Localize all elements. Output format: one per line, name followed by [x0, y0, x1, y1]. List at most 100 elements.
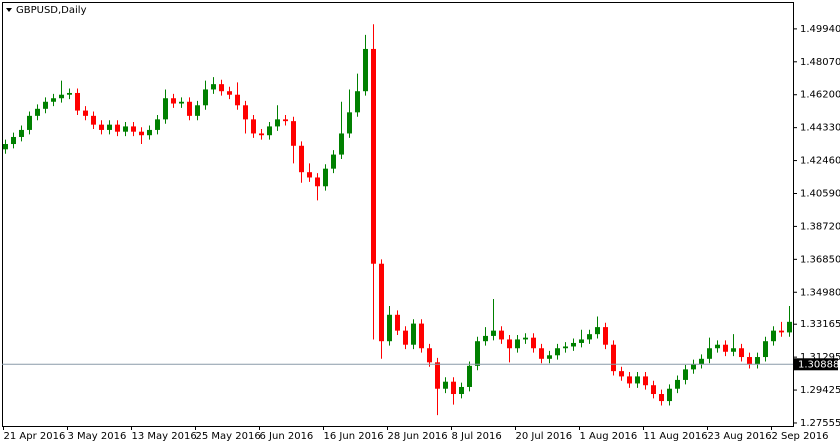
candle-body: [91, 115, 96, 125]
candle-body: [667, 388, 672, 402]
x-tick-label: 2 Sep 2016: [772, 431, 829, 442]
candle-body: [507, 339, 512, 349]
candle-body: [499, 330, 504, 340]
candle-body: [691, 364, 696, 370]
candle-body: [219, 84, 224, 92]
candle-body: [683, 369, 688, 380]
candle-body: [179, 101, 184, 104]
candle-body: [707, 348, 712, 359]
candle-body: [451, 381, 456, 395]
candle-body: [635, 376, 640, 384]
candle-body: [699, 358, 704, 365]
x-tick-label: 1 Aug 2016: [580, 431, 638, 442]
x-tick-label: 16 Jun 2016: [324, 431, 384, 442]
x-tick-label: 8 Jul 2016: [452, 431, 502, 442]
y-tick-label: 1.49940: [800, 24, 840, 35]
candle-body: [539, 348, 544, 359]
candle-body: [467, 365, 472, 387]
candle-body: [523, 337, 528, 340]
candle-body: [195, 105, 200, 116]
candle-body: [227, 91, 232, 95]
candle-body: [531, 337, 536, 349]
y-tick-label: 1.46200: [800, 90, 840, 101]
candle-body: [675, 379, 680, 389]
x-tick-label: 21 Apr 2016: [4, 431, 66, 442]
candle-body: [139, 131, 144, 136]
candle-body: [755, 357, 760, 365]
candle-body: [131, 126, 136, 132]
y-tick-label: 1.42460: [800, 156, 840, 167]
candle-body: [627, 376, 632, 384]
candle-body: [155, 119, 160, 130]
candle-body: [315, 177, 320, 187]
candle-body: [211, 84, 216, 90]
candle-body: [75, 92, 80, 111]
candle-body: [347, 112, 352, 134]
candle-body: [771, 330, 776, 342]
candle-body: [355, 91, 360, 113]
candle-body: [491, 330, 496, 336]
candle-body: [163, 98, 168, 120]
candle-body: [587, 334, 592, 340]
candle-body: [203, 89, 208, 106]
candle-body: [27, 115, 32, 130]
candle-body: [235, 94, 240, 106]
candle-body: [555, 348, 560, 356]
y-tick-label: 1.38720: [800, 221, 840, 232]
candle-body: [515, 339, 520, 349]
candle-body: [387, 314, 392, 342]
candle-body: [187, 101, 192, 116]
candle-body: [547, 355, 552, 359]
candle-body: [659, 394, 664, 402]
candle-body: [395, 314, 400, 331]
candle-body: [739, 348, 744, 358]
candle-body: [435, 362, 440, 389]
candle-body: [603, 327, 608, 345]
candle-body: [323, 168, 328, 187]
candle-body: [411, 323, 416, 345]
candle-body: [299, 145, 304, 173]
y-tick-label: 1.33165: [800, 319, 840, 330]
candle-body: [267, 126, 272, 136]
candle-body: [611, 344, 616, 372]
x-tick-label: 28 Jun 2016: [388, 431, 448, 442]
menu-arrow: [6, 8, 12, 12]
candle-body: [283, 119, 288, 122]
y-tick-label: 1.36850: [800, 254, 840, 265]
plot-frame: [2, 2, 794, 427]
candle-body: [67, 92, 72, 95]
x-tick-label: 13 May 2016: [132, 431, 197, 442]
candle-body: [243, 105, 248, 120]
candle-body: [483, 335, 488, 342]
x-tick-label: 3 May 2016: [68, 431, 127, 442]
x-tick-label: 25 May 2016: [196, 431, 261, 442]
x-tick-label: 23 Aug 2016: [708, 431, 772, 442]
candle-body: [419, 323, 424, 349]
y-tick-label: 1.48070: [800, 57, 840, 68]
candle-body: [123, 126, 128, 132]
candle-body: [19, 129, 24, 137]
x-tick-label: 20 Jul 2016: [516, 431, 573, 442]
candle-body: [571, 342, 576, 347]
y-tick-label: 1.29425: [800, 385, 840, 396]
candle-body: [379, 263, 384, 342]
candle-body: [147, 129, 152, 136]
candle-body: [787, 321, 792, 333]
candle-body: [363, 48, 368, 92]
candle-body: [563, 346, 568, 349]
candle-body: [35, 108, 40, 116]
candle-body: [171, 98, 176, 104]
candle-body: [443, 381, 448, 389]
current-price-label: 1.30888: [798, 359, 839, 370]
candle-body: [3, 144, 8, 150]
y-tick-label: 1.40590: [800, 188, 840, 199]
candle-body: [43, 101, 48, 109]
y-tick-label: 1.27555: [800, 418, 840, 429]
x-tick-label: 11 Aug 2016: [644, 431, 708, 442]
candle-body: [579, 339, 584, 343]
candle-body: [651, 385, 656, 395]
candle-body: [115, 124, 120, 132]
candle-body: [339, 133, 344, 155]
candle-body: [331, 154, 336, 169]
